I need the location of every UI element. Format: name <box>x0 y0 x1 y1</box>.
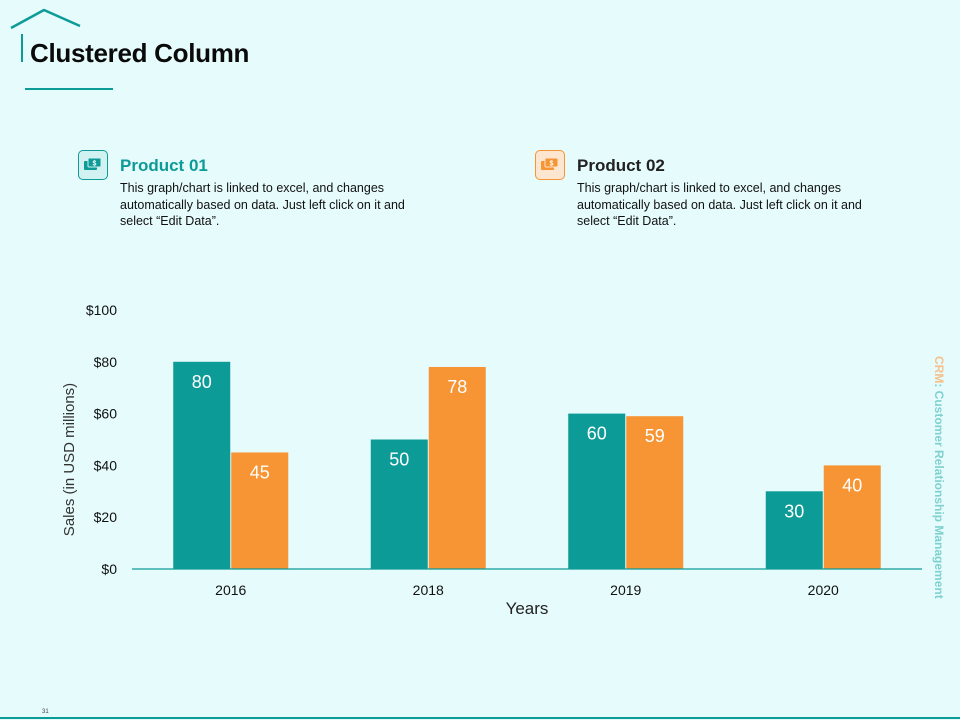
product-02-name: Product 02 <box>577 156 665 175</box>
data-label: 80 <box>192 372 212 392</box>
data-label: 78 <box>447 377 467 397</box>
side-label-text: : Customer Relationship Management <box>932 383 946 599</box>
page-number: 31 <box>42 709 49 715</box>
title-underline <box>25 88 113 90</box>
y-axis-title: Sales (in USD millions) <box>61 383 78 536</box>
data-label: 59 <box>645 426 665 446</box>
bar-2-2020 <box>823 465 881 569</box>
x-tick-label: 2016 <box>215 582 246 598</box>
y-tick-label: $80 <box>94 354 118 370</box>
x-axis-title: Years <box>506 599 549 618</box>
house-logo-icon <box>10 8 81 62</box>
svg-text:$: $ <box>550 161 554 168</box>
clustered-column-chart: $0 $20 $40 $60 $80 $100 Sales (in USD millions… <box>61 302 922 618</box>
data-label: 60 <box>587 424 607 444</box>
bar-1-2019 <box>568 413 626 569</box>
x-tick-label: 2019 <box>610 582 641 598</box>
bar-1-2020 <box>765 491 823 569</box>
side-label: CRM: Customer Relationship Management <box>932 356 946 599</box>
y-tick-label: $60 <box>94 406 118 422</box>
y-tick-label: $40 <box>94 457 118 473</box>
page-title: Clustered Column <box>30 38 250 68</box>
y-tick-label: $0 <box>101 561 117 577</box>
product-01-description: This graph/chart is linked to excel, and… <box>120 181 405 228</box>
bar-2-2018 <box>428 366 486 569</box>
money-icon: $ <box>78 150 108 180</box>
bar-2-2019 <box>626 416 684 569</box>
bar-1-2018 <box>370 439 428 569</box>
bar-1-2016 <box>173 361 231 569</box>
footer-rule <box>0 717 960 719</box>
bar-2-2016 <box>231 452 289 569</box>
svg-text:$: $ <box>93 161 97 168</box>
data-label: 45 <box>250 462 270 482</box>
x-tick-label: 2018 <box>413 582 444 598</box>
x-tick-label: 2020 <box>808 582 839 598</box>
y-tick-label: $20 <box>94 509 118 525</box>
product-01-name: Product 01 <box>120 156 208 175</box>
data-label: 40 <box>842 475 862 495</box>
data-label: 50 <box>389 450 409 470</box>
product-02-description: This graph/chart is linked to excel, and… <box>577 181 862 228</box>
money-icon: $ <box>535 150 565 180</box>
y-tick-label: $100 <box>86 302 117 318</box>
data-label: 30 <box>784 501 804 521</box>
side-label-accent: CRM <box>932 356 946 384</box>
